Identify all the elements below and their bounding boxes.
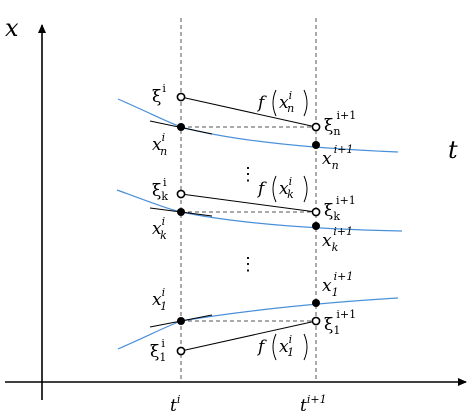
open-point-xi-1-i1 — [311, 316, 321, 326]
x-axis-label: x — [5, 14, 19, 42]
label-xi-n-i1: ξni+1 — [324, 109, 356, 138]
label-x-n-i: xi n — [152, 131, 167, 158]
ellipsis-upper: ⋮ — [239, 164, 257, 185]
svg-text:xik: xi k — [279, 175, 294, 201]
svg-text:xi1: xi 1 — [279, 333, 294, 359]
f-label-k: f xi k — [256, 175, 308, 203]
label-xi-k-i: ξki — [152, 176, 168, 203]
filled-point-x-k-i1 — [312, 222, 320, 230]
open-point-xi-n-i1 — [311, 122, 321, 132]
ellipsis-lower: ⋮ — [239, 254, 257, 275]
solution-curve-1 — [117, 297, 399, 350]
svg-text:f: f — [256, 93, 267, 113]
label-x-k-i: xi k — [152, 215, 167, 242]
svg-text:f: f — [256, 337, 267, 357]
secant-line-k — [180, 193, 317, 213]
filled-point-x-n-i1 — [312, 141, 320, 149]
tick-t-i: ti — [170, 393, 180, 416]
svg-text:f: f — [256, 179, 267, 199]
open-point-xi-k-i1 — [311, 207, 321, 217]
secant-line-1 — [180, 320, 317, 352]
tick-t-i1: ti+1 — [300, 393, 327, 416]
open-point-xi-1-i — [176, 346, 186, 356]
label-xi-k-i1: ξki+1 — [324, 194, 356, 223]
filled-point-x-k-i — [177, 208, 185, 216]
label-x-1-i1: x1i+1 — [322, 270, 353, 299]
label-x-n-i1: xni+1 — [322, 143, 353, 172]
label-xi-1-i1: ξ1i+1 — [324, 308, 356, 337]
label-x-1-i: xi 1 — [152, 286, 167, 313]
label-xi-n-i: ξi — [152, 82, 166, 107]
filled-point-x-1-i — [177, 317, 185, 325]
f-label-n: f xi n — [256, 89, 308, 117]
secant-line-n — [180, 96, 317, 128]
filled-point-x-n-i — [177, 123, 185, 131]
open-point-xi-n-i — [176, 92, 186, 102]
filled-point-x-1-i1 — [312, 299, 320, 307]
f-label-1: f xi 1 — [256, 333, 308, 361]
solution-curve-k — [116, 189, 403, 232]
open-point-xi-k-i — [176, 189, 186, 199]
label-xi-1-i: ξ1i — [150, 337, 166, 364]
t-axis-label: t — [448, 136, 458, 164]
label-x-k-i1: xki+1 — [322, 225, 353, 254]
svg-text:xin: xi n — [279, 89, 294, 115]
